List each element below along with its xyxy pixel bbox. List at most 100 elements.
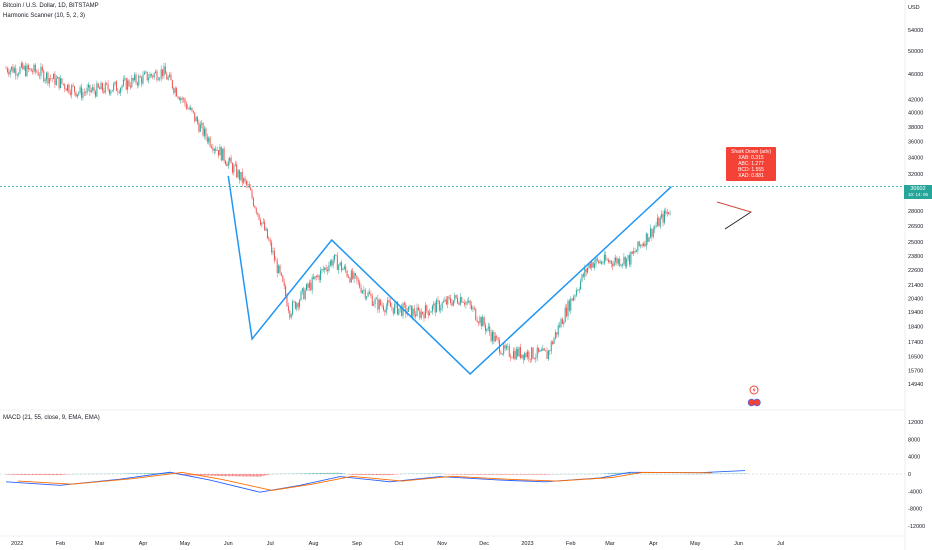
candle-body: [68, 84, 70, 93]
macd-histogram-bar: [61, 474, 63, 475]
candle-body: [434, 303, 436, 313]
price-tick: 46000: [908, 72, 923, 78]
macd-histogram-bar: [493, 474, 495, 475]
macd-histogram-bar: [27, 474, 29, 475]
candle-body: [438, 301, 440, 311]
candle-body: [462, 302, 464, 303]
current-price-countdown: 10: 14: 06: [907, 192, 929, 197]
candle-body: [259, 219, 261, 225]
candle-body: [273, 251, 275, 261]
macd-histogram-bar: [310, 473, 312, 474]
macd-histogram-bar: [352, 474, 354, 475]
candle-body: [108, 89, 110, 94]
macd-histogram-bar: [331, 472, 333, 474]
macd-histogram-bar: [318, 473, 320, 474]
macd-histogram-bar: [353, 474, 355, 475]
candle-body: [307, 283, 309, 288]
dividends-event-icon[interactable]: [753, 398, 761, 407]
macd-histogram-bar: [199, 474, 201, 476]
macd-histogram-bar: [492, 474, 494, 475]
macd-histogram-bar: [26, 474, 28, 475]
macd-histogram-bar: [451, 474, 453, 475]
candle-body: [609, 260, 611, 262]
macd-histogram-bar: [209, 474, 211, 476]
macd-histogram-bar: [41, 474, 43, 476]
candle-body: [464, 302, 466, 305]
candle-body: [169, 74, 171, 78]
candle-body: [90, 90, 92, 93]
candle-body: [655, 225, 657, 228]
candle-body: [296, 303, 298, 309]
candle-body: [401, 306, 403, 316]
indicator-legend[interactable]: Harmonic Scanner (10, 5, 2, 3): [3, 13, 86, 19]
candle-body: [626, 258, 628, 267]
candle-body: [18, 73, 20, 75]
pattern-info-box[interactable]: Shark Down (adv) XAB: 0.315 ABC: 1.277 B…: [726, 147, 776, 181]
macd-histogram-bar: [380, 474, 382, 476]
candle-body: [431, 305, 433, 312]
time-axis-label: May: [180, 541, 191, 547]
candle-body: [220, 146, 222, 161]
candle-body: [546, 351, 548, 359]
macd-histogram-bar: [9, 474, 11, 475]
symbol-legend[interactable]: Bitcoin / U.S. Dollar, 1D, BITSTAMP: [3, 3, 99, 9]
candle-body: [67, 84, 69, 91]
candle-body: [638, 241, 640, 246]
candle-body: [503, 345, 505, 354]
candle-body: [384, 310, 386, 313]
macd-histogram-bar: [321, 472, 323, 474]
macd-tick: 4000: [908, 455, 920, 461]
candle-body: [190, 107, 192, 110]
candle-body: [180, 97, 182, 101]
candle-body: [504, 345, 506, 349]
candle-body: [539, 350, 541, 352]
candle-body: [97, 83, 99, 88]
candle-body: [195, 117, 197, 122]
candle-body: [15, 68, 17, 76]
macd-histogram-bar: [220, 474, 222, 477]
candle-body: [110, 91, 112, 94]
macd-histogram-bar: [40, 474, 42, 476]
candle-body: [343, 266, 345, 269]
macd-histogram-bar: [620, 472, 622, 474]
candle-body: [75, 91, 77, 97]
macd-histogram-bar: [324, 472, 326, 474]
macd-tick: 0: [908, 472, 911, 478]
macd-histogram-bar: [29, 474, 31, 475]
macd-histogram-bar: [241, 474, 243, 477]
macd-histogram-bar: [265, 474, 267, 476]
macd-histogram-bar: [308, 473, 310, 474]
candle-body: [624, 256, 626, 267]
macd-histogram-bar: [164, 473, 166, 474]
macd-tick: 8000: [908, 437, 920, 443]
candle-body: [252, 197, 254, 206]
macd-histogram-bar: [243, 474, 245, 477]
candle-body: [276, 260, 278, 274]
candle-body: [345, 266, 347, 271]
candle-body: [514, 350, 516, 360]
macd-histogram-bar: [515, 474, 517, 475]
candle-body: [413, 308, 415, 315]
macd-legend[interactable]: MACD (21, 55, close, 9, EMA, EMA): [3, 415, 100, 421]
macd-histogram-bar: [306, 473, 308, 474]
macd-histogram-bar: [350, 474, 352, 475]
candle-body: [54, 73, 56, 85]
candle-body: [306, 283, 308, 291]
macd-histogram-bar: [437, 473, 439, 474]
candle-body: [532, 347, 534, 359]
candle-body: [531, 347, 533, 360]
macd-histogram-bar: [251, 474, 253, 477]
macd-histogram-bar: [143, 473, 145, 474]
candle-body: [248, 184, 250, 189]
candle-body: [146, 71, 148, 81]
candle-body: [12, 66, 14, 73]
macd-histogram-bar: [382, 474, 384, 476]
candle-body: [327, 269, 329, 271]
candle-body: [57, 76, 59, 79]
candle-body: [61, 78, 63, 84]
candle-body: [385, 306, 387, 313]
macd-histogram-bar: [62, 474, 64, 475]
candle-body: [266, 228, 268, 239]
candle-body: [635, 250, 637, 252]
